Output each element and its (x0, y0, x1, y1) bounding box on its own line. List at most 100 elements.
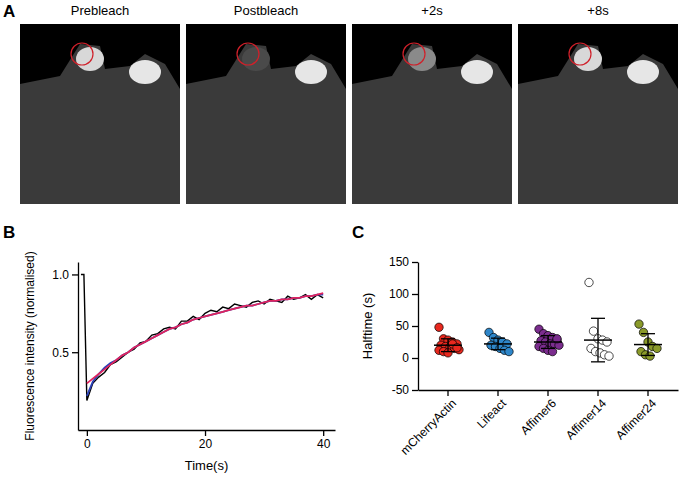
y-axis-title: Halftime (s) (360, 293, 375, 359)
panel-letter: A (3, 2, 15, 21)
tick-label: 50 (396, 319, 410, 333)
error-bar-cap (641, 355, 655, 356)
tick-mark (72, 352, 78, 353)
y-axis-title: Fluorescence intensity (normalised) (23, 251, 37, 440)
image-frame (518, 24, 678, 204)
figure: A Prebleach Postbleach +2s +8s B 0 20 40 0.5 1.0 Ti… (0, 0, 685, 487)
tick-label: 0 (402, 351, 409, 365)
tick: 0 (84, 430, 91, 451)
tick-label: 20 (199, 437, 213, 451)
axis-line (79, 430, 336, 431)
tick: 0 (402, 351, 418, 365)
roi-circle (71, 43, 93, 65)
tick-mark (447, 390, 448, 396)
image-background (518, 24, 678, 204)
mean-line (634, 344, 662, 346)
tick-label: Lifeact (474, 396, 509, 431)
tick-label: 40 (317, 437, 331, 451)
x-axis: mCherryActin Lifeact Affimer6Affimer14Affi… (398, 390, 679, 458)
plot-area (434, 278, 662, 362)
x-axis-title: Time(s) (185, 458, 229, 473)
tick-mark (323, 430, 324, 436)
roi-circle (403, 43, 425, 65)
bright-region (461, 60, 493, 84)
plot-area (81, 274, 323, 400)
image-frame (186, 24, 346, 204)
bright-region (408, 47, 436, 71)
cell-shape (352, 44, 512, 204)
tick-mark (412, 390, 418, 391)
panel-letter: B (3, 223, 15, 242)
tick: Affimer6 (518, 390, 560, 438)
tick-label: 0 (84, 437, 91, 451)
tick: 150 (389, 255, 418, 269)
tick-label: 0.5 (52, 346, 69, 360)
x-axis: 0 20 40 (79, 430, 336, 451)
tick: Affimer14 (563, 390, 609, 442)
tick-label: mCherryActin (398, 396, 459, 457)
data-point (635, 320, 643, 328)
error-bar-cap (541, 348, 555, 349)
data-point (603, 338, 611, 346)
error-bar-cap (591, 318, 605, 319)
tick: 100 (389, 287, 418, 301)
tick-label: Affimer14 (563, 396, 609, 442)
frame-title: +8s (587, 3, 609, 18)
cell-shape (186, 44, 346, 204)
data-point (639, 328, 647, 336)
tick: 20 (199, 430, 213, 451)
tick-label: 1.0 (52, 268, 69, 282)
tick: Lifeact (474, 390, 509, 431)
error-bar-cap (591, 361, 605, 362)
image-background (186, 24, 346, 204)
tick-mark (547, 390, 548, 396)
mean-line (434, 344, 462, 346)
tick-label: -50 (392, 383, 410, 397)
tick-mark (597, 390, 598, 396)
bright-region (295, 60, 327, 84)
tick-mark (72, 274, 78, 275)
frame-title: +2s (421, 3, 443, 18)
bright-region (76, 47, 104, 71)
data-point (605, 352, 613, 360)
tick: Affimer24 (613, 390, 659, 442)
tick: mCherryActin (398, 390, 459, 458)
error-bar-cap (641, 333, 655, 334)
tick-mark (412, 294, 418, 295)
roi-circle (237, 43, 259, 65)
tick-mark (412, 358, 418, 359)
roi-circle (569, 43, 591, 65)
tick-label: Affimer6 (518, 396, 560, 438)
mean-line (484, 343, 512, 345)
image-background (20, 24, 180, 204)
data-point (435, 323, 443, 331)
data-point (585, 278, 593, 286)
tick: -50 (392, 383, 418, 397)
data-point (505, 347, 513, 355)
axis-line (418, 263, 419, 391)
fit-line (87, 293, 323, 383)
axis-line (78, 263, 79, 431)
error-bar-cap (491, 338, 505, 339)
bright-region (129, 60, 161, 84)
error-bar-cap (441, 338, 455, 339)
bright-region (574, 47, 602, 71)
mean-line (534, 341, 562, 343)
y-axis: 0.5 1.0 (52, 263, 78, 431)
tick: 0.5 (52, 346, 78, 360)
cell-shape (518, 44, 678, 204)
frame-title: Prebleach (71, 3, 130, 18)
tick-mark (647, 390, 648, 396)
image-frame (20, 24, 180, 204)
error-bar-cap (541, 335, 555, 336)
tick: 1.0 (52, 268, 78, 282)
frame-title: Postbleach (234, 3, 298, 18)
cell-shape (20, 44, 180, 204)
bright-region (627, 60, 659, 84)
tick-label: Affimer24 (613, 396, 659, 442)
fit-line (87, 295, 323, 396)
image-background (352, 24, 512, 204)
error-bar-cap (491, 349, 505, 350)
tick: 40 (317, 430, 331, 451)
data-point (589, 327, 597, 335)
